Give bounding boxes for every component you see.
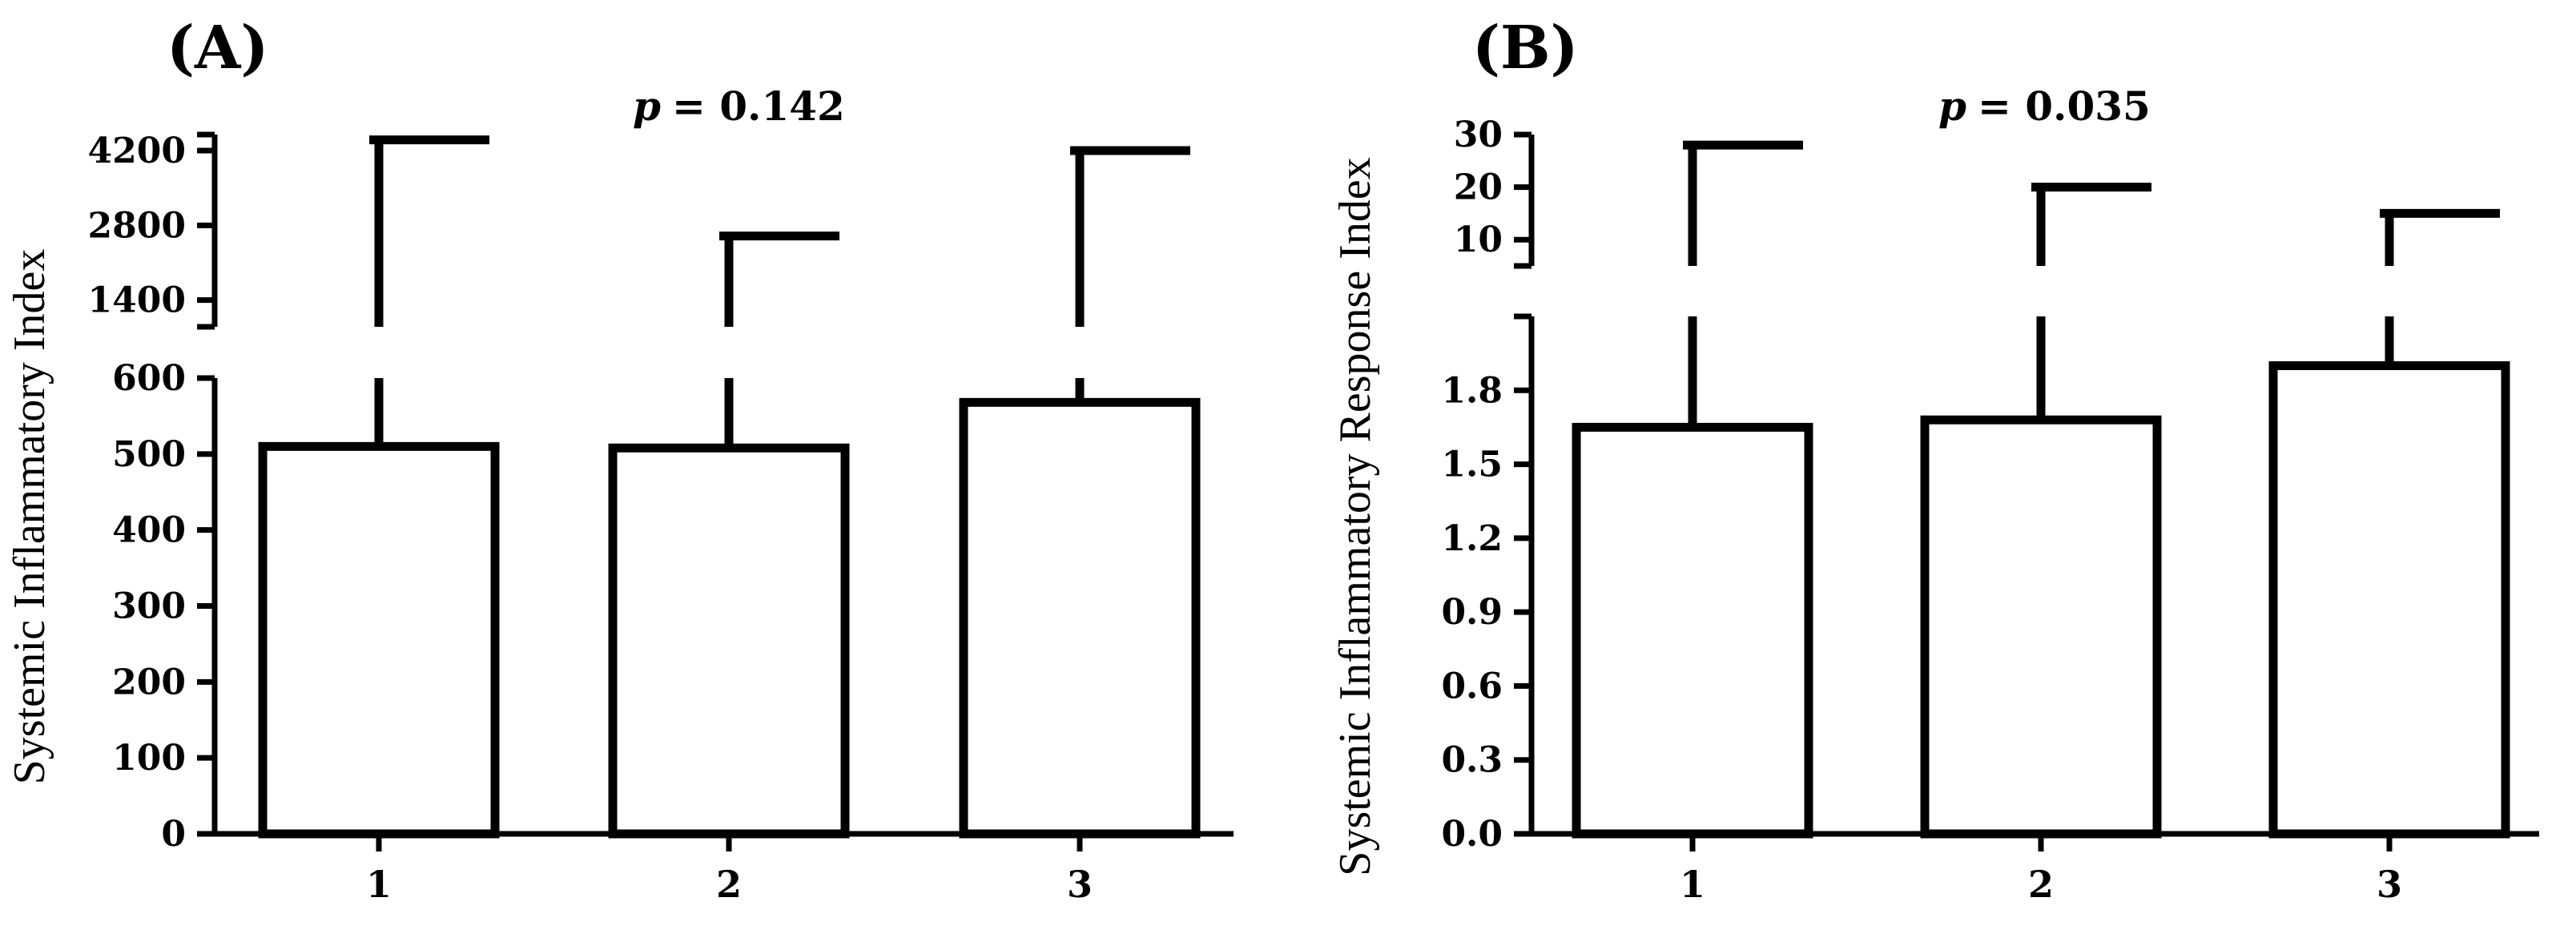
- panel-b-lower-tick-label: 1.5: [1441, 445, 1503, 485]
- panel-a-category-label-2: 2: [716, 863, 742, 906]
- panel-b-lower-tick-label: 0.3: [1441, 740, 1503, 781]
- panel-b-upper-tick-label: 20: [1454, 167, 1503, 208]
- panel-a: (A) p = 0.142 Systemic Inflammatory Index…: [5, 14, 1234, 906]
- panel-a-lower-tick-label: 600: [112, 358, 186, 399]
- panel-a-bar-2: [608, 443, 850, 839]
- panel-b-category-label-3: 3: [2377, 863, 2402, 906]
- panel-b: (B) p = 0.035 Systemic Inflammatory Respo…: [1330, 14, 2539, 906]
- panel-a-bars: [258, 135, 1201, 839]
- panel-b-bars: [1572, 140, 2510, 839]
- panel-b-lower-tick-label: 0.6: [1441, 666, 1503, 706]
- panel-b-bar-3: [2268, 361, 2510, 839]
- panel-a-y-axis-label: Systemic Inflammatory Index: [5, 249, 54, 785]
- panel-b-category-label-1: 1: [1680, 863, 1705, 906]
- panel-b-lower-tick-label: 1.2: [1441, 518, 1503, 559]
- panel-a-lower-tick-label: 500: [112, 434, 186, 475]
- panel-b-lower-tick-label: 0.9: [1441, 592, 1503, 633]
- panel-b-category-label-2: 2: [2028, 863, 2054, 906]
- panel-a-bar-3: [959, 397, 1201, 839]
- panel-b-letter: (B): [1472, 14, 1579, 83]
- panel-a-category-label-3: 3: [1067, 863, 1093, 906]
- panel-a-ticks: 0 100 200 300 400 500 600 1400 2800 4200: [88, 131, 215, 855]
- panel-a-category-label-1: 1: [366, 863, 392, 906]
- panel-b-p-value: p = 0.035: [1938, 83, 2151, 130]
- panel-b-y-axis-label: Systemic Inflammatory Response Index: [1330, 157, 1380, 876]
- panel-b-upper-tick-label: 30: [1454, 115, 1503, 155]
- panel-a-lower-tick-label: 0: [161, 814, 186, 855]
- panel-a-lower-tick-label: 100: [112, 738, 186, 779]
- panel-b-lower-tick-label: 0.0: [1441, 814, 1503, 855]
- panel-b-bar-2: [1920, 415, 2162, 839]
- panel-a-lower-tick-label: 200: [112, 662, 186, 702]
- panel-a-bar-1: [258, 441, 500, 839]
- panel-b-category-labels: 1 2 3: [1680, 834, 2402, 906]
- panel-b-lower-tick-label: 1.8: [1441, 370, 1503, 411]
- panel-a-upper-tick-label: 1400: [88, 280, 186, 321]
- panel-b-ticks: 0.0 0.3 0.6 0.9 1.2 1.5 1.8 10 20 30: [1441, 115, 1532, 855]
- panel-a-upper-tick-label: 4200: [88, 131, 186, 171]
- panel-a-upper-tick-label: 2800: [88, 205, 186, 246]
- panel-a-letter: (A): [167, 14, 268, 83]
- panel-b-upper-tick-label: 10: [1454, 219, 1503, 260]
- panel-a-lower-tick-label: 400: [112, 510, 186, 551]
- panel-a-lower-tick-label: 300: [112, 586, 186, 627]
- panel-a-p-value: p = 0.142: [633, 83, 845, 130]
- panel-b-bar-1: [1572, 422, 1813, 839]
- panel-a-category-labels: 1 2 3: [366, 834, 1093, 906]
